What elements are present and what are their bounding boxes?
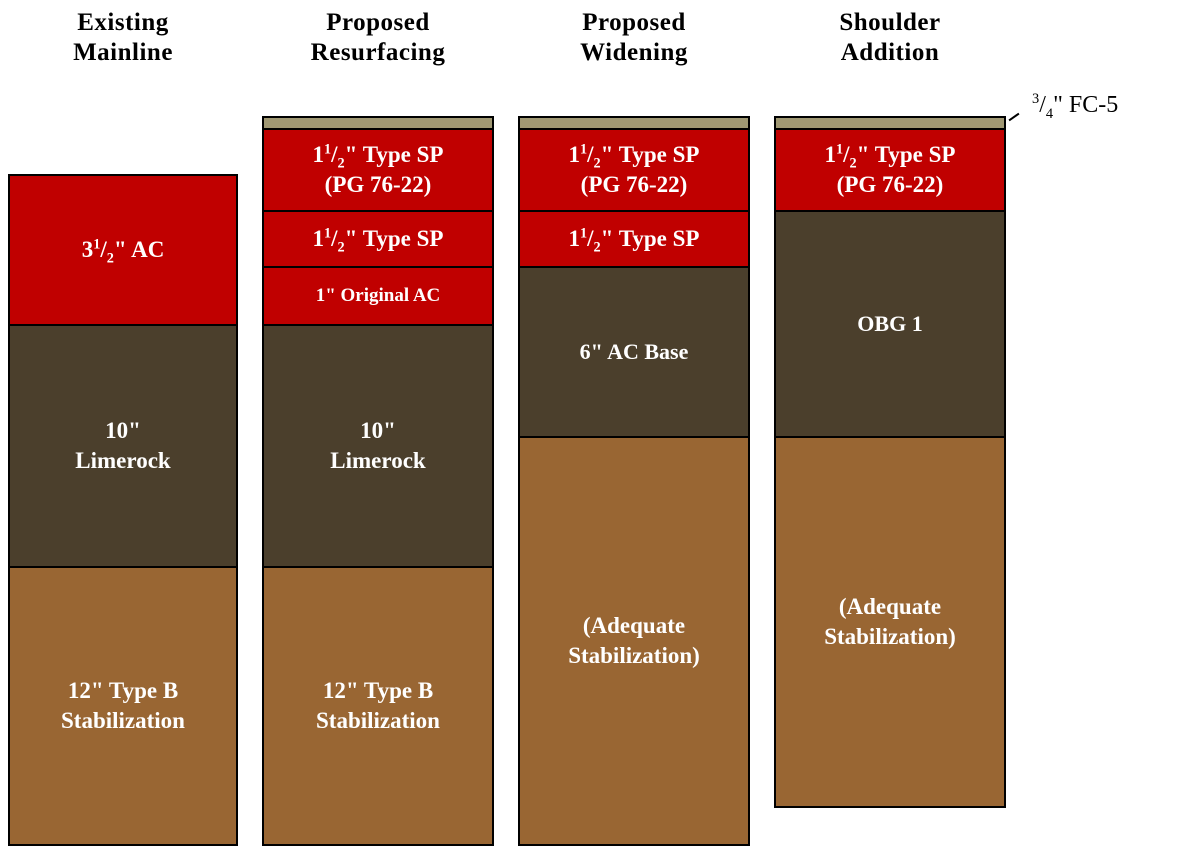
header-line1: Proposed (326, 9, 430, 36)
column-proposed-resurfacing: 11/2" Type SP (PG 76-22) 11/2" Type SP 1"… (262, 116, 494, 846)
header-line1: Existing (77, 9, 169, 36)
layer-widening-sp: 11/2" Type SP (518, 210, 750, 268)
header-line2: Addition (840, 39, 940, 66)
fc5-denominator: 4 (1045, 105, 1054, 122)
layer-label: 12" Type B Stabilization (316, 678, 440, 733)
header-line2: Widening (580, 39, 688, 66)
header-shoulder-addition: Shoulder Addition (776, 8, 1004, 68)
layer-existing-limerock: 10" Limerock (8, 324, 238, 568)
layer-label: 10" Limerock (75, 418, 171, 473)
layer-resurfacing-stabilization: 12" Type B Stabilization (262, 566, 494, 846)
header-proposed-widening: Proposed Widening (520, 8, 748, 68)
header-line2: Resurfacing (310, 39, 446, 66)
layer-label: 11/2" Type SP (568, 225, 700, 256)
fc5-leader-line (1008, 112, 1020, 122)
fc5-label: 3/4" FC-5 (1032, 91, 1119, 122)
fc5-numerator: 3 (1032, 91, 1040, 107)
header-line2: Mainline (73, 39, 173, 66)
layer-label: 1" Original AC (315, 284, 441, 306)
layer-existing-stabilization: 12" Type B Stabilization (8, 566, 238, 846)
layer-label: 31/2" AC (81, 236, 165, 267)
layer-label: OBG 1 (857, 310, 923, 336)
header-existing-mainline: Existing Mainline (10, 8, 236, 68)
layer-widening-stabilization: (Adequate Stabilization) (518, 436, 750, 846)
layer-label: 6" AC Base (579, 338, 689, 364)
header-line1: Shoulder (839, 9, 941, 36)
layer-label: 11/2" Type SP (PG 76-22) (824, 141, 956, 197)
layer-shoulder-sp-pg76: 11/2" Type SP (PG 76-22) (774, 128, 1006, 212)
layer-label: 11/2" Type SP (PG 76-22) (312, 141, 444, 197)
column-existing-mainline: 31/2" AC 10" Limerock 12" Type B Stabiliza… (8, 174, 238, 846)
layer-resurfacing-sp-pg76: 11/2" Type SP (PG 76-22) (262, 128, 494, 212)
layer-existing-ac: 31/2" AC (8, 174, 238, 326)
layer-label: (Adequate Stabilization) (568, 613, 700, 668)
fc5-text: " FC-5 (1053, 92, 1119, 118)
layer-label: 10" Limerock (330, 418, 426, 473)
layer-shoulder-obg1: OBG 1 (774, 210, 1006, 438)
layer-shoulder-stabilization: (Adequate Stabilization) (774, 436, 1006, 808)
layer-label: 11/2" Type SP (PG 76-22) (568, 141, 700, 197)
layer-resurfacing-limerock: 10" Limerock (262, 324, 494, 568)
column-shoulder-addition: 11/2" Type SP (PG 76-22) OBG 1 (Adequate S… (774, 116, 1006, 808)
layer-label: 12" Type B Stabilization (61, 678, 185, 733)
layer-widening-ac-base: 6" AC Base (518, 266, 750, 438)
layer-label: (Adequate Stabilization) (824, 594, 956, 649)
layer-resurfacing-sp: 11/2" Type SP (262, 210, 494, 268)
layer-widening-sp-pg76: 11/2" Type SP (PG 76-22) (518, 128, 750, 212)
header-proposed-resurfacing: Proposed Resurfacing (264, 8, 492, 68)
layer-resurfacing-original-ac: 1" Original AC (262, 266, 494, 326)
column-proposed-widening: 11/2" Type SP (PG 76-22) 11/2" Type SP 6"… (518, 116, 750, 846)
header-line1: Proposed (582, 9, 686, 36)
layer-label: 11/2" Type SP (312, 225, 444, 256)
